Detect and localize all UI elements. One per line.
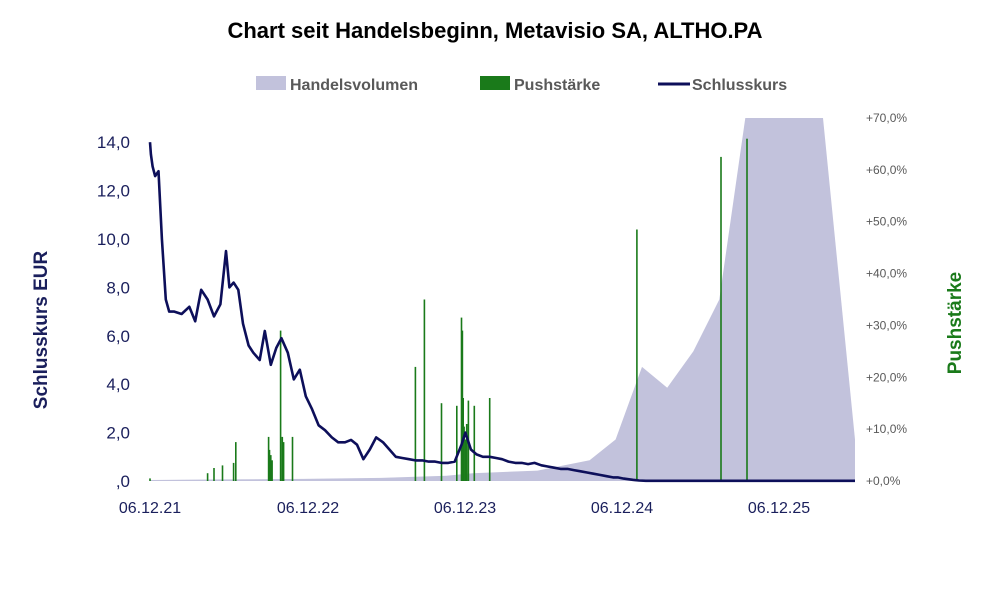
push-bar: [746, 138, 748, 481]
y2-tick-label: +0,0%: [866, 474, 901, 488]
legend-swatch: [480, 76, 510, 90]
volume-layer: [150, 118, 855, 481]
y-tick-label: 14,0: [97, 133, 130, 152]
y2-tick-label: +30,0%: [866, 318, 907, 332]
chart-title: Chart seit Handelsbeginn, Metavisio SA, …: [227, 18, 762, 43]
y-tick-label: 10,0: [97, 230, 130, 249]
close-price-layer: [148, 142, 855, 483]
y2-tick-label: +40,0%: [866, 267, 907, 281]
push-bar: [267, 436, 270, 481]
y2-axis-title: Pushstärke: [945, 272, 966, 374]
push-bar: [213, 468, 215, 481]
push-bar: [465, 424, 468, 481]
push-bar: [456, 405, 458, 481]
x-tick-label: 06.12.25: [748, 500, 810, 517]
push-bar: [291, 436, 294, 481]
push-bar: [235, 442, 237, 481]
push-bar: [271, 460, 273, 481]
y-tick-label: 12,0: [97, 182, 130, 201]
push-bars: [149, 138, 748, 481]
push-bar: [460, 317, 463, 481]
x-axis: 06.12.21 06.12.22 06.12.23 06.12.24 06.12.25: [119, 500, 810, 517]
y-axis-right: +0,0% +10,0% +20,0% +30,0% +40,0% +50,0% +60,0…: [866, 111, 907, 488]
y-axis-title: Schlusskurs EUR: [31, 251, 52, 410]
push-bar: [281, 436, 284, 481]
push-bar: [423, 299, 426, 481]
push-bar: [720, 156, 722, 481]
y-tick-label: ,0: [116, 472, 130, 491]
legend-swatch: [256, 76, 286, 90]
push-bar: [464, 439, 467, 481]
y2-tick-label: +20,0%: [866, 370, 907, 384]
push-bar: [440, 403, 443, 481]
legend-label: Handelsvolumen: [290, 77, 418, 94]
push-bar: [206, 473, 209, 481]
y-tick-label: 6,0: [106, 327, 130, 346]
legend-label: Schlusskurs: [692, 77, 787, 94]
push-bar: [232, 462, 235, 481]
push-bar: [636, 229, 638, 481]
y-tick-label: 4,0: [106, 375, 130, 394]
y-tick-label: 8,0: [106, 278, 130, 297]
y2-tick-label: +70,0%: [866, 111, 907, 125]
push-bar: [488, 398, 491, 481]
legend-label: Pushstärke: [514, 77, 600, 94]
y2-tick-label: +50,0%: [866, 215, 907, 229]
push-bar: [473, 405, 476, 481]
push-bar: [282, 442, 285, 481]
x-tick-label: 06.12.24: [591, 500, 653, 517]
x-tick-label: 06.12.21: [119, 500, 181, 517]
x-tick-label: 06.12.22: [277, 500, 339, 517]
y2-tick-label: +60,0%: [866, 163, 907, 177]
y2-tick-label: +10,0%: [866, 422, 907, 436]
push-bar: [463, 426, 465, 481]
y-tick-label: 2,0: [106, 424, 130, 443]
volume-area: [150, 118, 855, 481]
x-tick-label: 06.12.23: [434, 500, 496, 517]
close-price-line: [148, 142, 855, 483]
push-bar: [279, 330, 282, 481]
push-bar: [414, 366, 417, 481]
push-bar: [221, 465, 224, 481]
legend: Handelsvolumen Pushstärke Schlusskurs: [256, 76, 787, 94]
push-bar: [270, 455, 272, 481]
push-bar: [149, 478, 151, 481]
push-bar: [268, 449, 271, 481]
y-axis-left: ,0 2,0 4,0 6,0 8,0 10,0 12,0 14,0: [97, 133, 130, 491]
